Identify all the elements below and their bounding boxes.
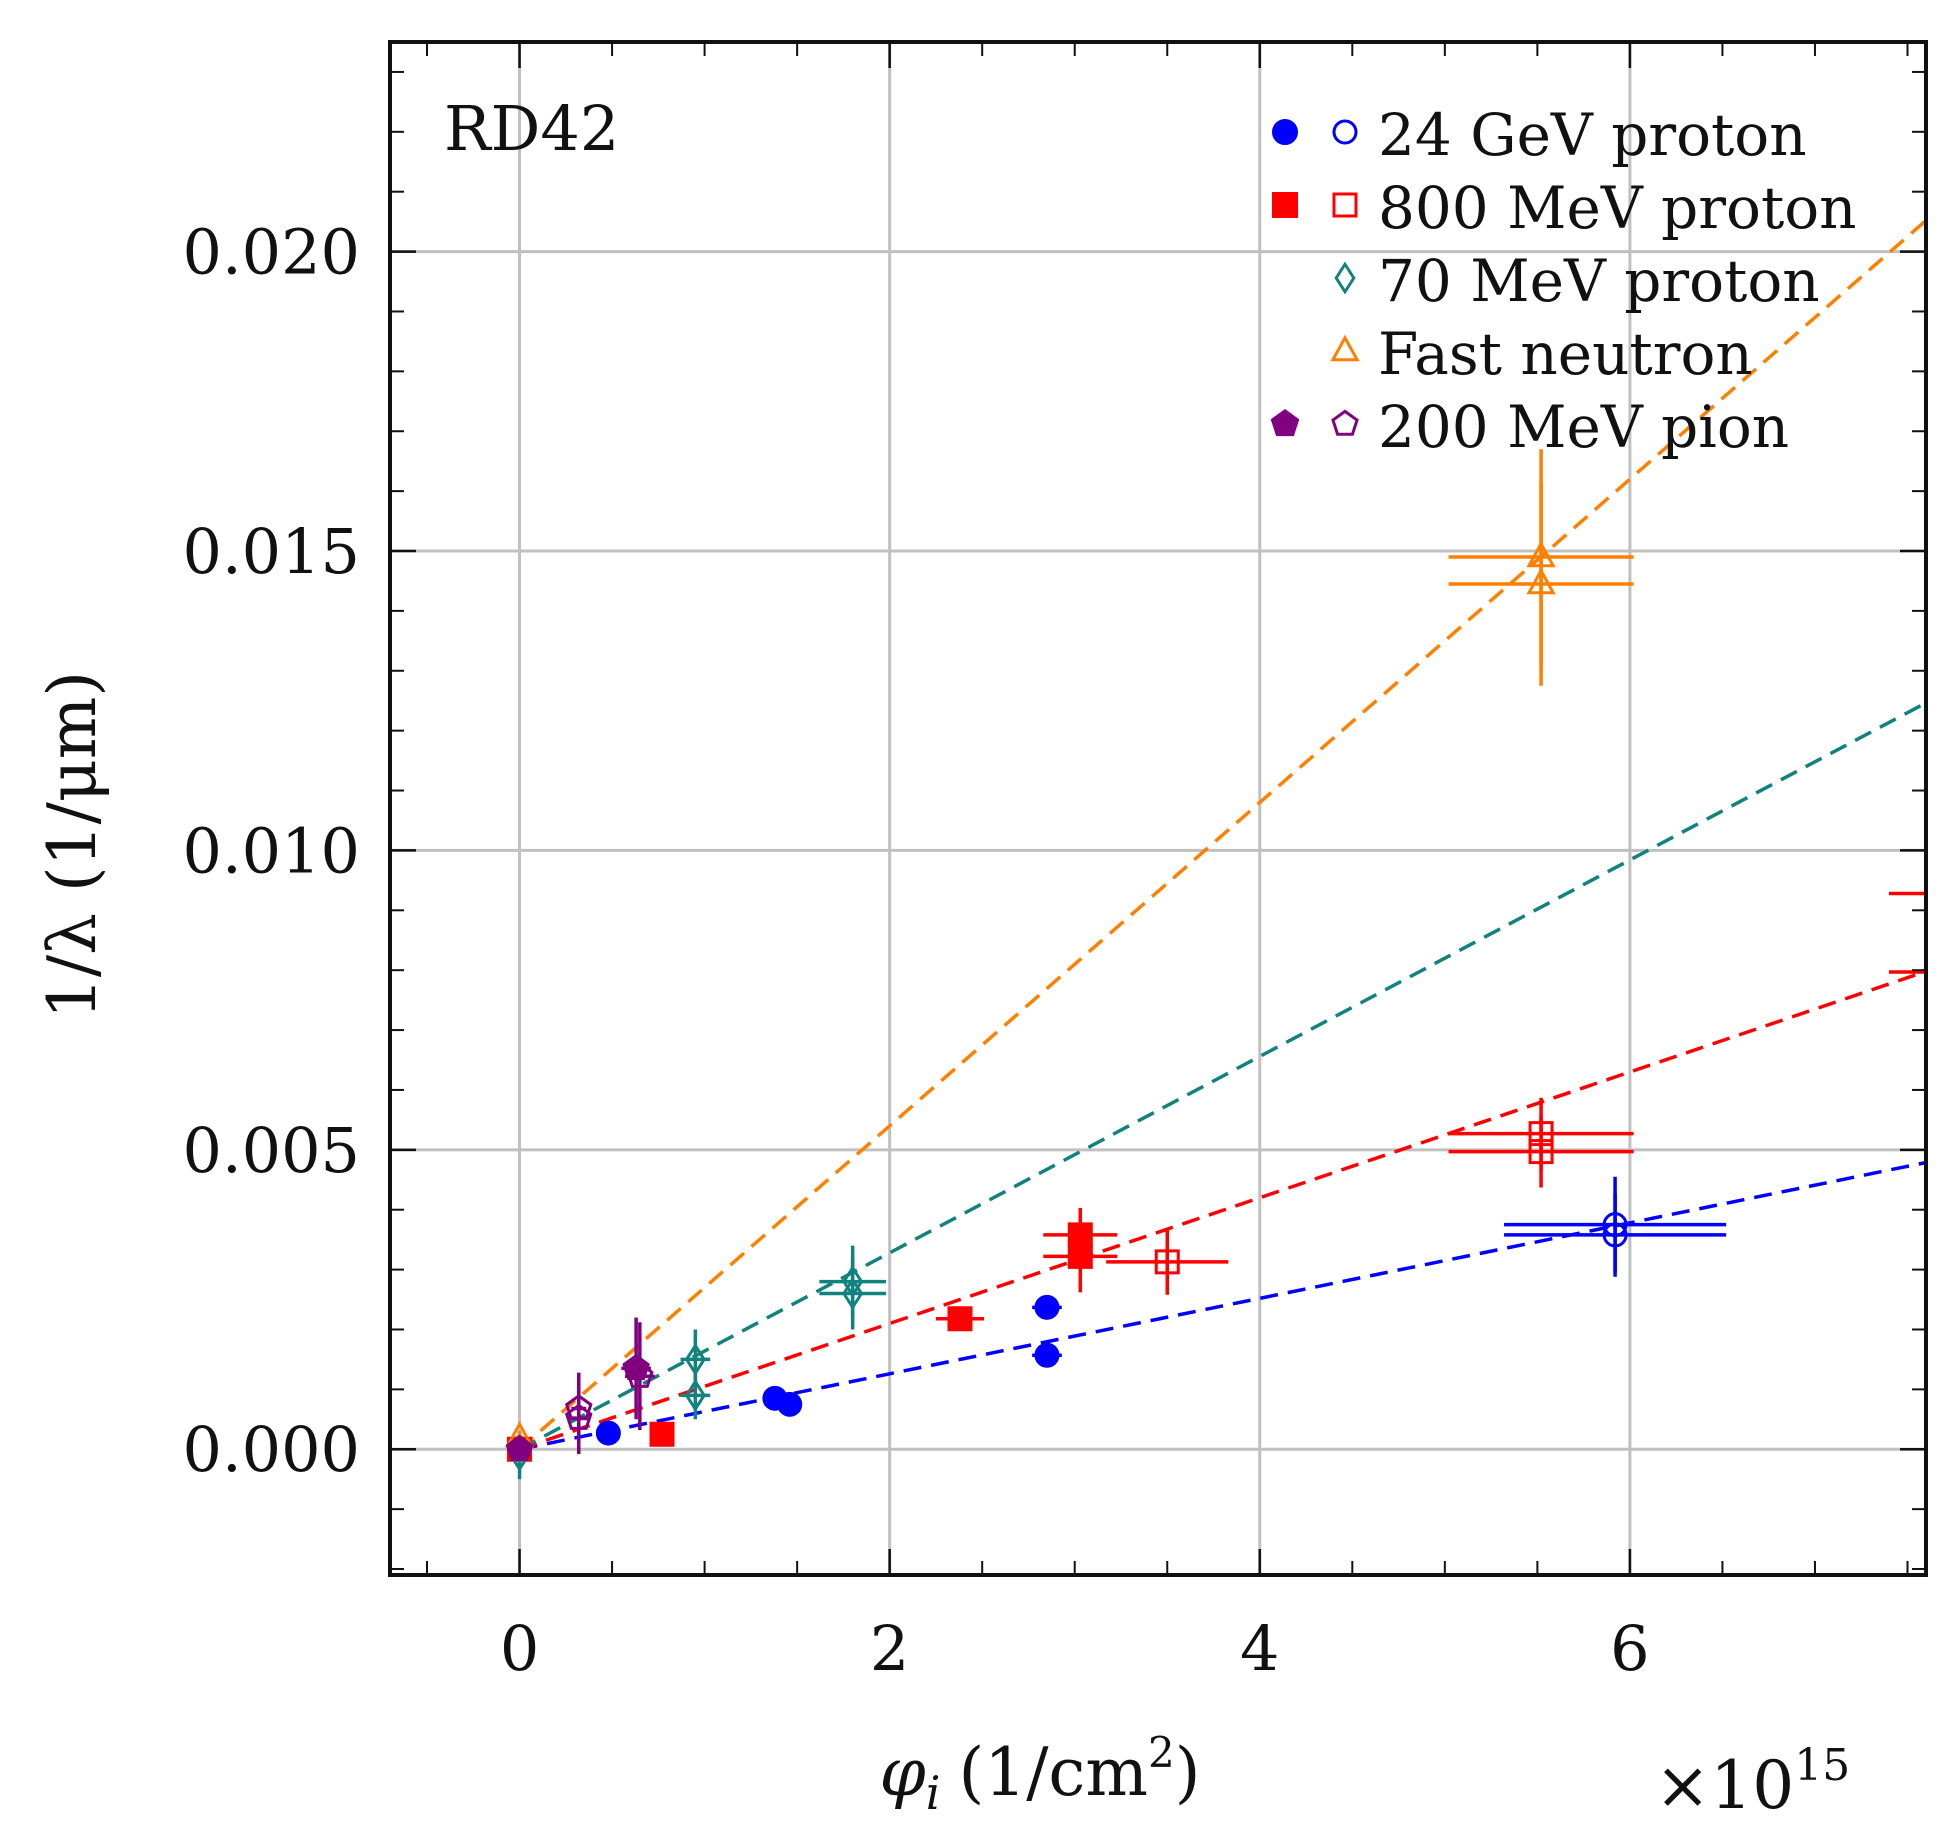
marker-circle [595, 1420, 621, 1446]
marker-circle [1034, 1294, 1060, 1320]
legend-label: 200 MeV pion [1378, 393, 1789, 461]
point-800-mev-proton [1043, 1220, 1118, 1293]
x-axis-symbol: φ [880, 1734, 926, 1811]
point-fast-neutron [1448, 482, 1634, 686]
x-tick-label: 4 [1240, 1612, 1279, 1685]
point-24-gev-proton [1032, 1342, 1062, 1368]
x-tick-label: 2 [870, 1612, 909, 1685]
legend-entry: 200 MeV pion [1270, 393, 1789, 461]
legend-label: 70 MeV proton [1378, 247, 1820, 315]
legend-marker-filled [1272, 192, 1298, 218]
y-tick-label: 0.005 [183, 1114, 361, 1187]
x-axis-multiplier: ×1015 [1655, 1740, 1850, 1824]
tick-labels: 0 2 4 6 0.000 0.005 0.010 0.015 0.020 [183, 216, 1650, 1685]
legend-entry: Fast neutron [1330, 320, 1753, 388]
x-axis-unit-sup: 2 [1148, 1728, 1175, 1777]
marker-square [1934, 883, 1956, 905]
point-800-mev-proton [1448, 1115, 1634, 1188]
point-800-mev-proton [649, 1421, 675, 1447]
marker-pentagon [505, 1434, 534, 1461]
point-24-gev-proton [777, 1391, 803, 1417]
legend-marker-open [1330, 334, 1360, 362]
marker-circle [1034, 1342, 1060, 1368]
fit-line-fast-neutron [518, 218, 1926, 1451]
y-axis-label: 1/λ (1/μm) [34, 671, 111, 1019]
legend-label: Fast neutron [1378, 320, 1753, 388]
point-70-mev-proton [819, 1257, 886, 1330]
marker-square [947, 1306, 973, 1332]
point-24-gev-proton [1032, 1294, 1062, 1320]
legend-label: 24 GeV proton [1378, 101, 1807, 169]
marker-diamond [684, 1378, 706, 1412]
x-axis-subscript: i [926, 1766, 941, 1820]
grid [390, 42, 1926, 1575]
marker-square [649, 1421, 675, 1447]
legend-entry: 70 MeV proton [1334, 247, 1820, 315]
point-200-mev-pion [505, 1434, 534, 1461]
legend-marker-filled [1271, 119, 1299, 145]
legend-marker-open [1331, 409, 1359, 436]
y-tick-label: 0.000 [183, 1413, 361, 1486]
x-tick-label: 6 [1610, 1612, 1649, 1685]
marker-square [1934, 961, 1956, 983]
x-tick-label: 0 [500, 1612, 539, 1685]
legend-marker-filled [1270, 408, 1300, 437]
marker-square [1528, 1139, 1554, 1165]
legend-entry: 24 GeV proton [1271, 101, 1807, 169]
point-70-mev-proton [680, 1371, 711, 1420]
point-24-gev-proton [595, 1420, 621, 1446]
marker-pentagon [564, 1403, 593, 1430]
marker-square [1067, 1243, 1093, 1269]
x-axis-label: φi (1/cm2) [880, 1728, 1201, 1820]
legend-marker-open [1332, 192, 1358, 218]
y-tick-label: 0.015 [183, 515, 361, 588]
point-800-mev-proton [1888, 961, 1956, 983]
marker-circle [777, 1391, 803, 1417]
marker-triangle [1526, 567, 1556, 595]
point-24-gev-proton [1504, 1192, 1727, 1277]
point-800-mev-proton [1888, 883, 1956, 905]
marker-diamond [842, 1277, 864, 1311]
legend-entry: 800 MeV proton [1272, 174, 1857, 242]
legend-marker-open [1334, 261, 1356, 295]
fit-line-800-mev-proton [518, 969, 1926, 1451]
marker-pentagon [626, 1361, 654, 1388]
x-axis-unit-prefix: (1/cm [958, 1734, 1148, 1811]
point-800-mev-proton [1106, 1228, 1229, 1295]
y-tick-label: 0.020 [183, 216, 361, 289]
fit-line-24-gev-proton [519, 1160, 1926, 1451]
rd42-annotation: RD42 [444, 92, 619, 165]
point-200-mev-pion [625, 1322, 655, 1431]
marker-square [1154, 1249, 1180, 1275]
legend-label: 800 MeV proton [1378, 174, 1857, 242]
marker-circle [1602, 1222, 1628, 1248]
x-axis-unit-suffix: ) [1175, 1734, 1201, 1811]
x-multiplier-base: ×10 [1655, 1747, 1794, 1824]
fit-line-70-mev-proton [518, 700, 1926, 1451]
y-tick-label: 0.010 [183, 814, 361, 887]
legend-marker-open [1332, 119, 1358, 145]
plot-frame [388, 40, 1928, 1577]
point-200-mev-pion [564, 1382, 593, 1455]
x-multiplier-exponent: 15 [1794, 1740, 1850, 1791]
data-points [504, 449, 1956, 1480]
point-800-mev-proton [935, 1306, 985, 1332]
axis-ticks [390, 42, 1926, 1575]
